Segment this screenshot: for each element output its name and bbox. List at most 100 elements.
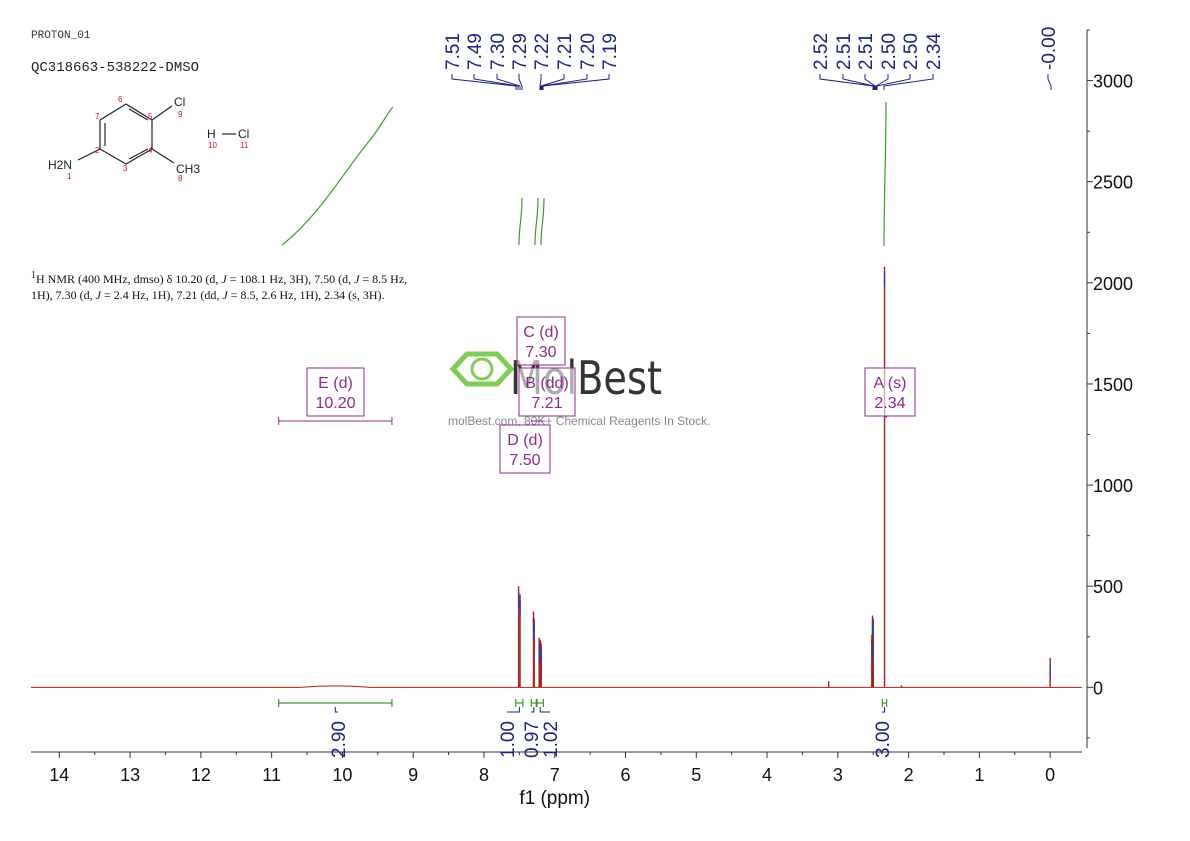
integral-labels: 2.90 1.00 0.971.02 3.00 <box>278 699 894 758</box>
peak-label-aromatic: 7.20 <box>578 33 599 70</box>
peak-label-aromatic: 7.51 <box>443 33 464 70</box>
integral-value: 3.00 <box>873 721 894 758</box>
peak-label-aromatic: 7.19 <box>600 33 621 70</box>
integral-curve-a <box>883 101 887 247</box>
atom-hcl-cl: Cl <box>238 127 249 141</box>
atom-h: H <box>207 127 216 141</box>
peak-label-aliphatic: 2.50 <box>901 33 922 70</box>
peak-label-aromatic: 7.21 <box>555 33 576 70</box>
peak-label-leader <box>542 74 610 90</box>
integral-leader <box>507 707 520 713</box>
y-tick-label: 2000 <box>1093 274 1133 294</box>
x-axis-label: f1 (ppm) <box>519 788 590 809</box>
x-tick-label: 5 <box>691 765 701 785</box>
x-tick-label: 6 <box>620 765 630 785</box>
integral-curve-aromatic <box>534 197 539 246</box>
peak-label-aliphatic: 2.51 <box>834 33 855 70</box>
nmr-description: 1H NMR (400 MHz, dmso) δ 10.20 (d, J = 1… <box>31 268 421 303</box>
experiment-name: PROTON_01 <box>31 30 91 42</box>
axes: 14 13 12 11 10 9 8 7 6 5 4 3 2 1 0f1 (ppm)050010001500… <box>31 29 1133 809</box>
integral-value: 1.00 <box>498 721 519 758</box>
y-tick-label: 1000 <box>1093 476 1133 496</box>
x-tick-label: 13 <box>120 765 140 785</box>
multiplet-box <box>499 424 551 474</box>
peak-label-aliphatic: 2.52 <box>811 33 832 70</box>
x-tick-label: 4 <box>762 765 772 785</box>
integral-curve-aromatic <box>540 197 545 246</box>
multiplet-shift: 7.21 <box>531 395 562 412</box>
watermark-ring-icon <box>470 357 494 381</box>
multiplet-shift: 7.50 <box>509 452 540 469</box>
watermark-hexagon-icon <box>449 351 515 387</box>
multiplet-box <box>306 367 365 417</box>
multiplet-boxes: E (d) 10.20 C (d) 7.30 B (dd) 7.21 D (d) 7.50 A … <box>278 316 916 474</box>
multiplet-name: E (d) <box>318 375 353 392</box>
multiplet-name: C (d) <box>523 324 559 341</box>
atom-number-8: 8 <box>178 174 183 183</box>
x-tick-label: 2 <box>904 765 914 785</box>
peak-label-aliphatic: 2.50 <box>879 33 900 70</box>
desc-part-2: = 108.1 Hz, 3H), 7.50 (d, <box>226 272 355 286</box>
multiplet-name: B (dd) <box>525 375 569 392</box>
sample-name: QC318663-538222-DMSO <box>31 60 200 76</box>
peak-label-leader <box>451 74 517 90</box>
x-tick-label: 3 <box>833 765 843 785</box>
atom-number-7: 7 <box>95 112 100 121</box>
integral-value: 0.97 <box>522 721 543 758</box>
atom-number-3: 3 <box>123 164 128 173</box>
multiplet-box <box>864 367 916 417</box>
peak-label-leader <box>539 74 542 90</box>
x-tick-label: 10 <box>332 765 352 785</box>
chemical-structure: H2N Cl CH3 H Cl 1 2 3 4 5 6 7 8 9 10 11 <box>48 95 249 183</box>
x-tick-label: 14 <box>49 765 69 785</box>
y-tick-label: 2500 <box>1093 173 1133 193</box>
peak-label-leader <box>876 74 911 90</box>
y-tick-label: 3000 <box>1093 72 1133 92</box>
integral-leader <box>539 707 550 713</box>
integral-curve-e <box>281 106 394 246</box>
atom-number-2: 2 <box>95 146 100 155</box>
desc-part-1: H NMR (400 MHz, dmso) δ 10.20 (d, <box>36 272 222 286</box>
y-tick-label: 500 <box>1093 577 1123 597</box>
atom-number-1: 1 <box>67 172 72 181</box>
atom-number-4: 4 <box>148 146 153 155</box>
x-tick-label: 8 <box>479 765 489 785</box>
x-tick-label: 11 <box>262 765 281 785</box>
desc-j-4: J <box>222 288 228 302</box>
desc-j-3: J <box>95 288 101 302</box>
peak-label-leader <box>864 74 876 90</box>
integral-curve-aromatic <box>518 197 523 246</box>
atom-ch3: CH3 <box>176 162 200 176</box>
desc-j-2: J <box>354 272 360 286</box>
spectrum-trace <box>31 266 1082 688</box>
x-tick-label: 0 <box>1045 765 1055 785</box>
peak-label-leader <box>496 74 521 90</box>
atom-number-5: 5 <box>148 112 153 121</box>
peak-label-leader <box>875 74 889 90</box>
integral-value: 1.02 <box>541 721 562 758</box>
atom-number-10: 10 <box>208 141 217 150</box>
peak-label-aliphatic: 2.34 <box>924 33 945 70</box>
peak-label-leader <box>540 74 565 90</box>
peak-label-leader <box>1047 74 1052 90</box>
y-tick-label: 0 <box>1093 678 1103 698</box>
integral-leader <box>531 707 535 713</box>
atom-cl: Cl <box>174 95 185 109</box>
peak-label-leader <box>541 74 588 90</box>
atom-number-9: 9 <box>178 110 183 119</box>
spectrum-baseline <box>31 685 1082 688</box>
peak-label-aromatic: 7.30 <box>488 33 509 70</box>
multiplet-box <box>518 367 576 417</box>
peak-label-aromatic: 7.29 <box>510 33 531 70</box>
y-tick-label: 1500 <box>1093 375 1133 395</box>
atom-number-11: 11 <box>240 141 249 150</box>
multiplet-name: A (s) <box>874 375 907 392</box>
multiplet-name: D (d) <box>507 432 543 449</box>
peak-label-aliphatic: 2.51 <box>856 33 877 70</box>
integral-value: 2.90 <box>329 721 350 758</box>
peak-label-leader <box>518 74 523 90</box>
peak-label-tms: -0.00 <box>1039 27 1060 70</box>
peak-label-leader <box>819 74 874 90</box>
peak-label-leader <box>842 74 875 90</box>
